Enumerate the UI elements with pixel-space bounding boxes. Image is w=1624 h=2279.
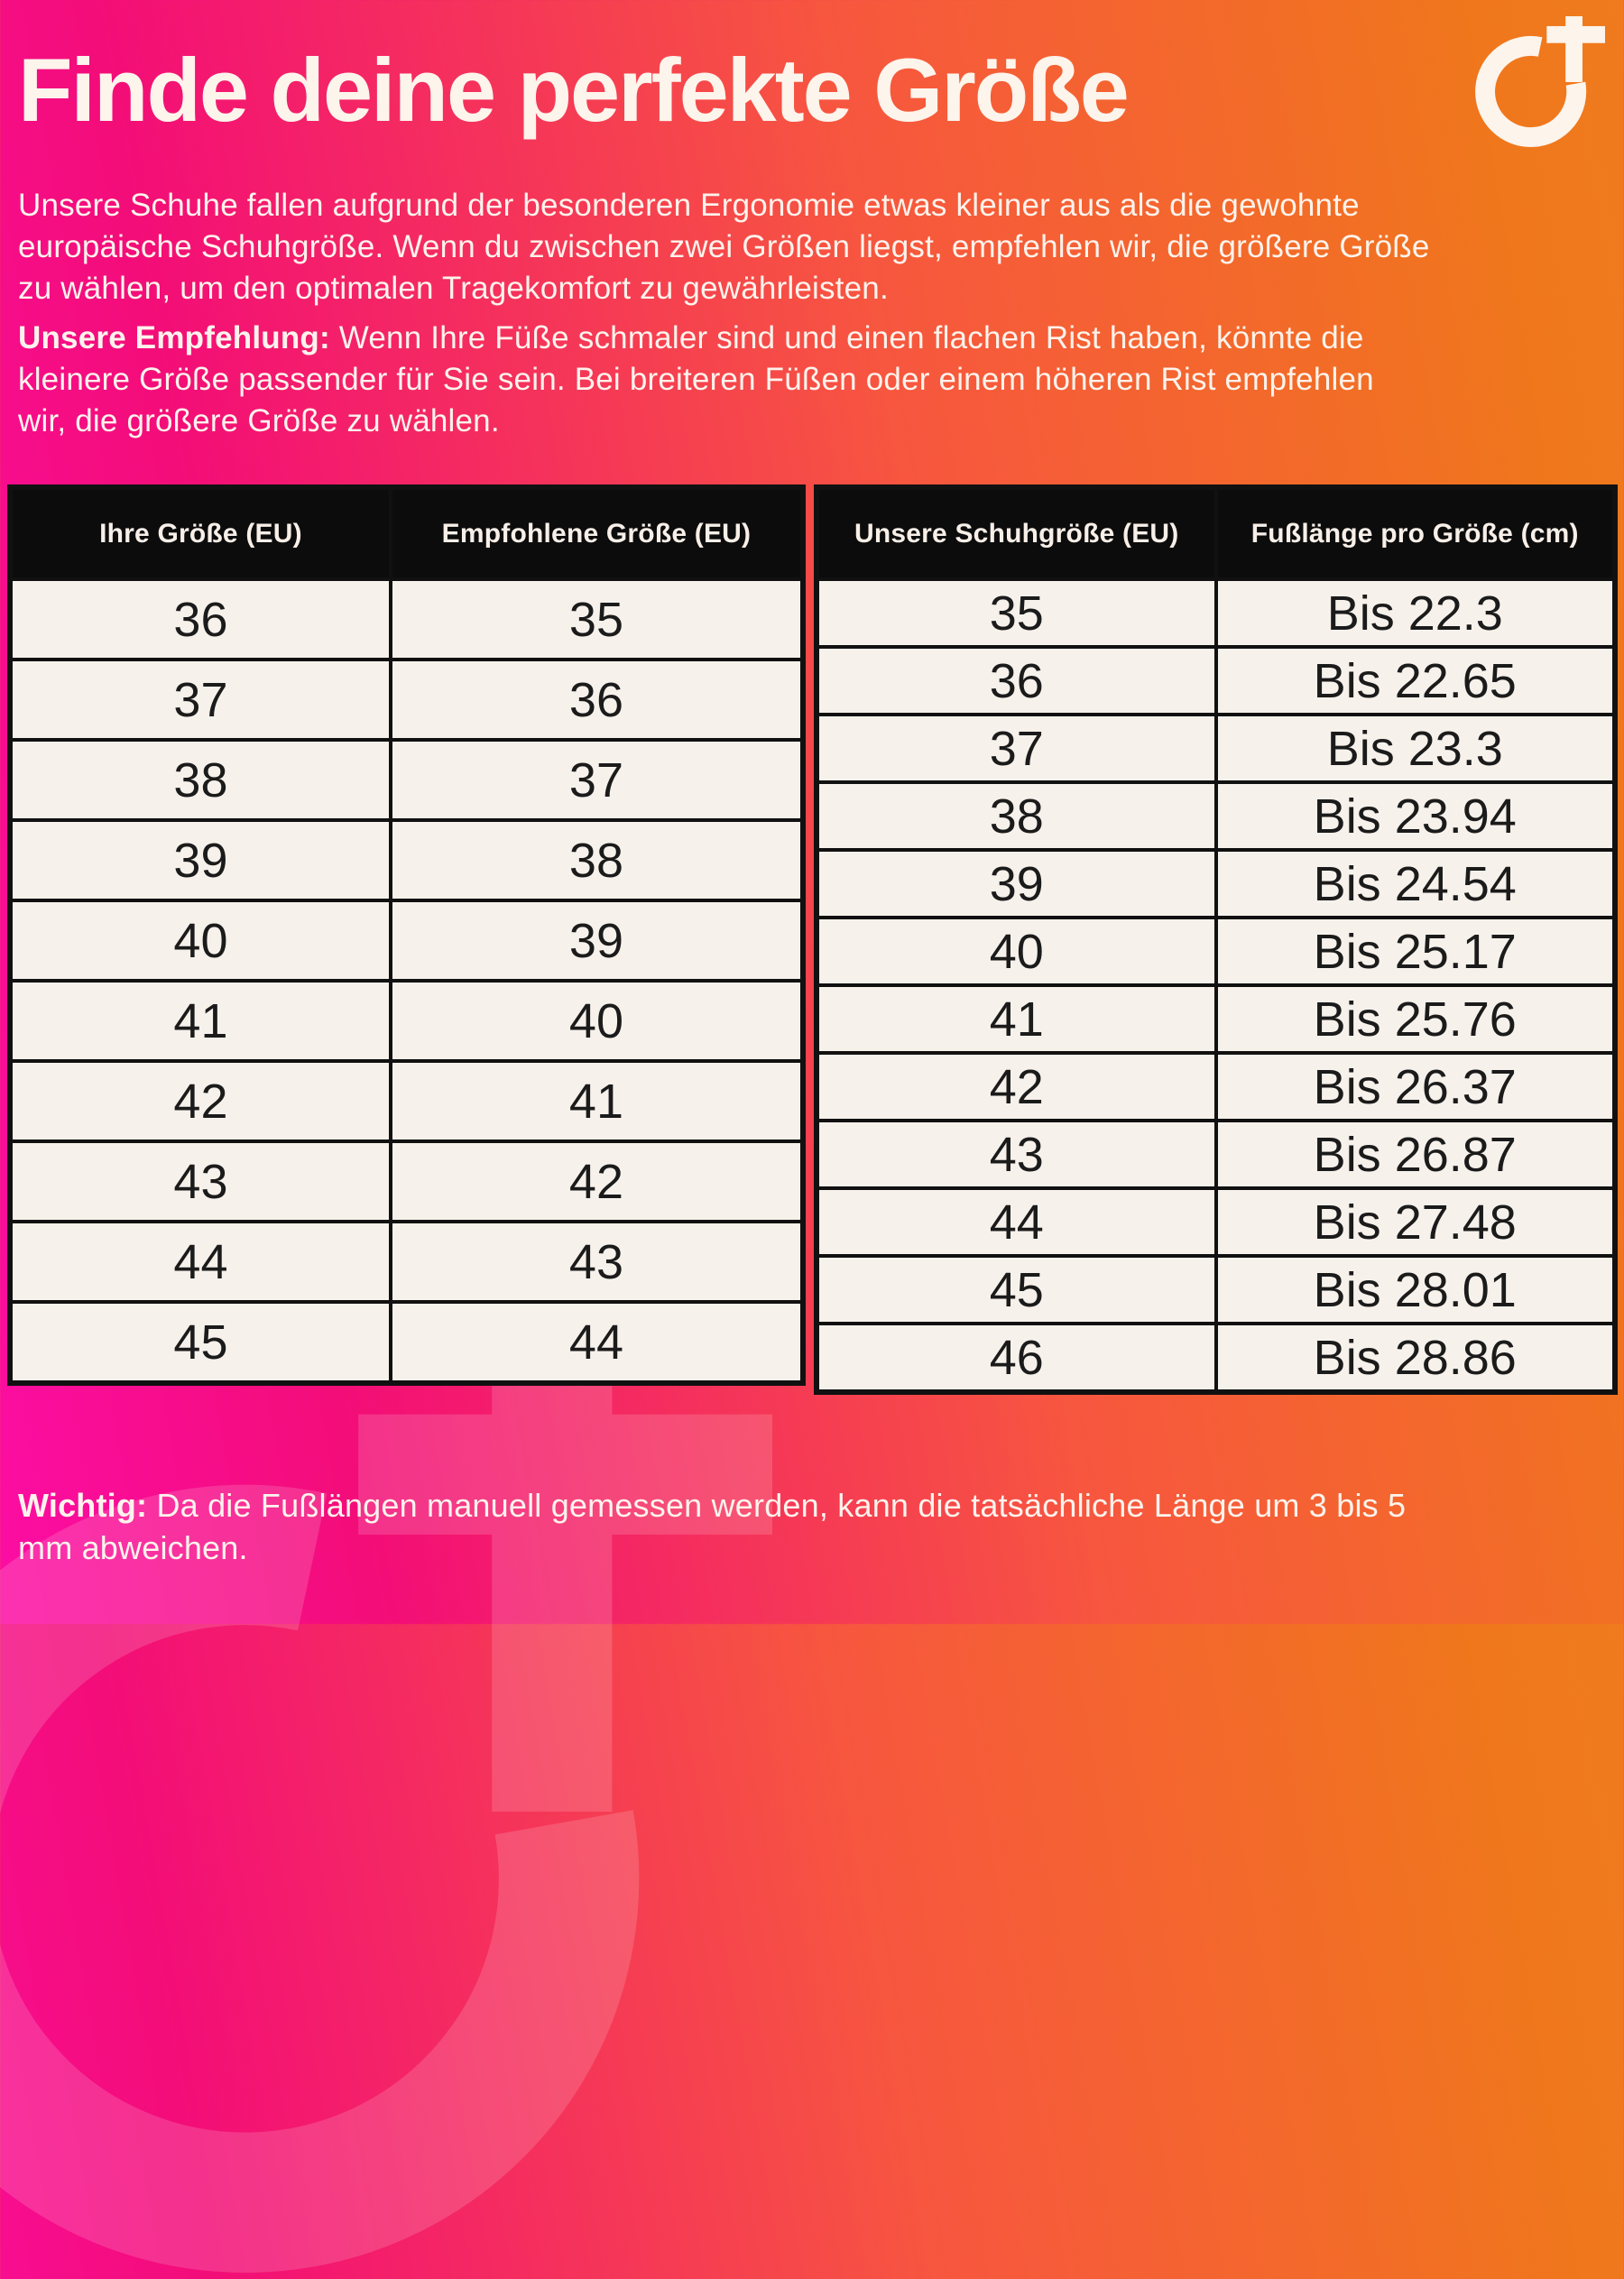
table-cell: Bis 26.37 xyxy=(1213,1051,1617,1122)
table-row: 38 Bis 23.94 xyxy=(815,780,1617,852)
column-header: Empfohlene Größe (EU) xyxy=(388,485,806,581)
table-row: 37 36 xyxy=(8,658,806,742)
intro-paragraph: Unsere Schuhe fallen aufgrund der besond… xyxy=(18,185,1430,309)
table-row: 37 Bis 23.3 xyxy=(815,713,1617,784)
table-cell: Bis 24.54 xyxy=(1213,848,1617,919)
table-row: 45 Bis 28.01 xyxy=(815,1254,1617,1325)
table-cell: 37 xyxy=(8,658,392,742)
table-cell: Bis 23.3 xyxy=(1213,713,1617,784)
table-cell: 35 xyxy=(815,577,1218,649)
table-cell: 43 xyxy=(8,1140,392,1223)
table-cell: Bis 25.76 xyxy=(1213,983,1617,1055)
table-cell: 38 xyxy=(8,738,392,822)
table-cell: Bis 28.01 xyxy=(1213,1254,1617,1325)
table-row: 45 44 xyxy=(8,1300,806,1385)
table-cell: 36 xyxy=(8,577,392,661)
table-row: 40 39 xyxy=(8,899,806,983)
footer-note-text: Da die Fußlängen manuell gemessen werden… xyxy=(18,1487,1407,1566)
table-cell: Bis 28.86 xyxy=(1213,1322,1617,1394)
recommendation-paragraph: Unsere Empfehlung: Wenn Ihre Füße schmal… xyxy=(18,318,1430,442)
table-header-row: Ihre Größe (EU) Empfohlene Größe (EU) xyxy=(8,485,806,581)
table-cell: 43 xyxy=(388,1220,806,1304)
table-cell: 42 xyxy=(815,1051,1218,1122)
table-cell: 39 xyxy=(815,848,1218,919)
table-row: 43 42 xyxy=(8,1140,806,1223)
size-guide-page: Finde deine perfekte Größe Unsere Schuhe… xyxy=(7,0,1618,1569)
table-cell: 36 xyxy=(815,645,1218,716)
table-cell: Bis 27.48 xyxy=(1213,1186,1617,1258)
table-cell: 44 xyxy=(8,1220,392,1304)
table-cell: 46 xyxy=(815,1322,1218,1394)
table-row: 39 38 xyxy=(8,818,806,902)
table-cell: 40 xyxy=(815,916,1218,987)
column-header: Fußlänge pro Größe (cm) xyxy=(1213,485,1617,581)
table-cell: 41 xyxy=(815,983,1218,1055)
table-cell: 44 xyxy=(815,1186,1218,1258)
footer-note: Wichtig: Da die Fußlängen manuell gemess… xyxy=(18,1484,1444,1569)
table-cell: 37 xyxy=(388,738,806,822)
table-cell: 40 xyxy=(388,979,806,1063)
table-cell: 39 xyxy=(388,899,806,983)
table-row: 44 Bis 27.48 xyxy=(815,1186,1617,1258)
table-cell: 43 xyxy=(815,1119,1218,1190)
table-cell: 45 xyxy=(8,1300,392,1385)
column-header: Unsere Schuhgröße (EU) xyxy=(815,485,1218,581)
table-cell: 35 xyxy=(388,577,806,661)
table-cell: Bis 26.87 xyxy=(1213,1119,1617,1190)
page-title: Finde deine perfekte Größe xyxy=(18,40,1130,140)
table-cell: Bis 22.3 xyxy=(1213,577,1617,649)
table-header-row: Unsere Schuhgröße (EU) Fußlänge pro Größe… xyxy=(815,485,1617,581)
table-cell: 40 xyxy=(8,899,392,983)
table-cell: 41 xyxy=(388,1059,806,1143)
table-row: 41 Bis 25.76 xyxy=(815,983,1617,1055)
table-cell: 38 xyxy=(388,818,806,902)
table-row: 46 Bis 28.86 xyxy=(815,1322,1617,1394)
size-conversion-table: Ihre Größe (EU) Empfohlene Größe (EU) 36 35… xyxy=(7,484,806,1386)
table-row: 41 40 xyxy=(8,979,806,1063)
footer-note-label: Wichtig: xyxy=(18,1487,148,1524)
table-cell: 42 xyxy=(8,1059,392,1143)
table-cell: 45 xyxy=(815,1254,1218,1325)
table-cell: 36 xyxy=(388,658,806,742)
brand-logo-icon xyxy=(1473,16,1605,148)
table-row: 42 41 xyxy=(8,1059,806,1143)
table-cell: 41 xyxy=(8,979,392,1063)
table-cell: Bis 23.94 xyxy=(1213,780,1617,852)
intro-text: Unsere Schuhe fallen aufgrund der besond… xyxy=(18,188,1430,306)
table-row: 35 Bis 22.3 xyxy=(815,577,1617,649)
table-cell: 37 xyxy=(815,713,1218,784)
table-row: 36 35 xyxy=(8,577,806,661)
table-cell: 39 xyxy=(8,818,392,902)
table-row: 43 Bis 26.87 xyxy=(815,1119,1617,1190)
table-row: 36 Bis 22.65 xyxy=(815,645,1617,716)
table-row: 38 37 xyxy=(8,738,806,822)
table-cell: 44 xyxy=(388,1300,806,1385)
column-header: Ihre Größe (EU) xyxy=(8,485,392,581)
recommendation-label: Unsere Empfehlung: xyxy=(18,320,330,355)
recommendation-text: Wenn Ihre Füße schmaler sind und einen f… xyxy=(18,320,1374,438)
table-row: 42 Bis 26.37 xyxy=(815,1051,1617,1122)
table-cell: 42 xyxy=(388,1140,806,1223)
table-row: 39 Bis 24.54 xyxy=(815,848,1617,919)
table-cell: Bis 25.17 xyxy=(1213,916,1617,987)
table-cell: Bis 22.65 xyxy=(1213,645,1617,716)
table-row: 44 43 xyxy=(8,1220,806,1304)
foot-length-table: Unsere Schuhgröße (EU) Fußlänge pro Größe… xyxy=(814,484,1618,1395)
table-row: 40 Bis 25.17 xyxy=(815,916,1617,987)
table-cell: 38 xyxy=(815,780,1218,852)
